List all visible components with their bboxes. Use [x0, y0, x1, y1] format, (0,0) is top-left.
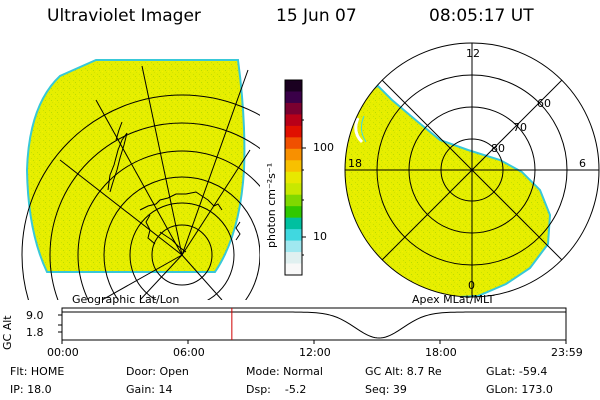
- polar-mlat-mlt-panel: [344, 42, 600, 298]
- colorbar-swatch: [285, 171, 302, 184]
- altitude-tick-top: 9.0: [26, 309, 44, 322]
- mlt-label-12: 12: [466, 47, 480, 60]
- polar-uv-emission: [345, 84, 552, 297]
- x-tick-label: 23:59: [551, 346, 583, 359]
- mlat-label-70: 70: [513, 121, 527, 134]
- polar-grid: [344, 42, 600, 298]
- sequence-status: Seq: 39: [365, 383, 407, 396]
- x-tick-label: 12:00: [299, 346, 331, 359]
- geo-lat-status: GLat: -59.4: [486, 365, 548, 378]
- mode-status: Mode: Normal: [246, 365, 323, 378]
- colorbar-swatch: [285, 91, 302, 104]
- mlat-label-60: 60: [537, 97, 551, 110]
- altitude-axis-title: GC Alt: [1, 315, 14, 350]
- colorbar-swatch: [285, 206, 302, 219]
- colorbar-swatch: [285, 229, 302, 242]
- instrument-title: Ultraviolet Imager: [47, 6, 201, 26]
- colorbar-swatch: [285, 263, 302, 276]
- colorbar-swatch: [285, 80, 302, 93]
- x-tick-label: 00:00: [47, 346, 79, 359]
- colorbar-swatch: [285, 102, 302, 116]
- uv-emission-disk: [25, 59, 246, 273]
- colorbar-swatch: [285, 125, 302, 138]
- door-status: Door: Open: [126, 365, 189, 378]
- lat-lon-grid: [21, 65, 260, 300]
- colorbar-swatch: [285, 217, 302, 230]
- flight-status: Flt: HOME: [10, 365, 65, 378]
- left-panel-caption: Geographic Lat/Lon: [72, 293, 180, 306]
- altitude-plot: [58, 307, 567, 344]
- colorbar-swatch: [285, 114, 302, 127]
- colorbar-swatch: [285, 194, 302, 207]
- geo-lon-status: GLon: 173.0: [486, 383, 553, 396]
- colorbar-swatch: [285, 148, 302, 161]
- colorbar-tick-10: 10: [313, 230, 327, 243]
- mlt-label-6: 6: [579, 157, 586, 170]
- colorbar-unit-label: photon cm⁻²s⁻¹: [265, 162, 278, 248]
- intensity-colorbar: [284, 79, 303, 276]
- mlt-label-0: 0: [468, 279, 475, 292]
- x-tick-label: 18:00: [425, 346, 457, 359]
- geographic-image-panel: [21, 59, 260, 300]
- colorbar-frame: [284, 79, 303, 276]
- ip-status: IP: 18.0: [10, 383, 52, 396]
- date-label: 15 Jun 07: [276, 6, 357, 26]
- colorbar-swatch: [285, 160, 302, 173]
- right-panel-caption: Apex MLat/MLT: [412, 293, 495, 306]
- coastline-outline: [107, 121, 241, 253]
- colorbar-swatch: [285, 137, 302, 150]
- colorbar-swatch: [285, 252, 302, 265]
- altitude-curve: [62, 311, 566, 339]
- gain-status: Gain: 14: [126, 383, 173, 396]
- mlt-label-18: 18: [348, 157, 362, 170]
- time-label: 08:05:17 UT: [429, 6, 534, 26]
- gc-alt-status: GC Alt: 8.7 Re: [365, 365, 442, 378]
- mlat-label-80: 80: [491, 142, 505, 155]
- x-tick-label: 06:00: [173, 346, 205, 359]
- colorbar-tick-100: 100: [313, 141, 334, 154]
- altitude-tick-bottom: 1.8: [26, 326, 44, 339]
- colorbar-swatch: [285, 183, 302, 196]
- dsp-status: Dsp: -5.2: [246, 383, 307, 396]
- colorbar-swatch: [285, 240, 302, 253]
